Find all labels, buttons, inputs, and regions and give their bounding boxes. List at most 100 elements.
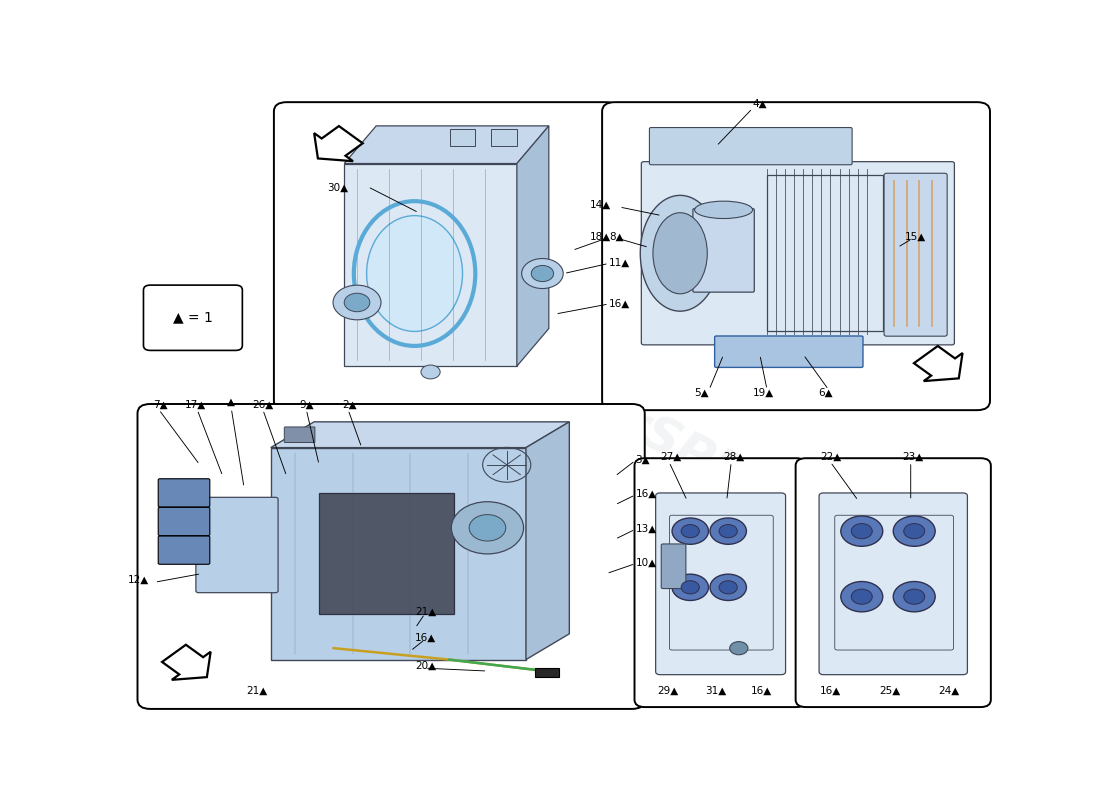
Text: 16▲: 16▲	[415, 632, 437, 642]
Text: ▲: ▲	[227, 397, 235, 407]
Text: 31▲: 31▲	[705, 686, 727, 696]
Text: 21▲: 21▲	[415, 606, 437, 617]
Text: 12▲: 12▲	[128, 575, 148, 585]
FancyBboxPatch shape	[158, 507, 210, 536]
Text: 27▲: 27▲	[660, 452, 681, 462]
Text: 14▲: 14▲	[590, 200, 610, 210]
Text: 22▲: 22▲	[820, 452, 842, 462]
FancyBboxPatch shape	[143, 285, 242, 350]
Text: 3▲: 3▲	[636, 454, 650, 465]
Bar	[450, 129, 475, 146]
Text: 21▲: 21▲	[246, 686, 268, 696]
FancyBboxPatch shape	[138, 404, 645, 709]
Text: 20▲: 20▲	[415, 661, 437, 671]
Circle shape	[469, 514, 506, 541]
Circle shape	[893, 516, 935, 546]
FancyBboxPatch shape	[641, 162, 955, 345]
Text: 26▲: 26▲	[253, 399, 274, 410]
FancyBboxPatch shape	[661, 544, 686, 589]
Text: elferSPECS: elferSPECS	[518, 347, 814, 534]
Circle shape	[904, 589, 925, 604]
Text: 6▲: 6▲	[817, 388, 833, 398]
Text: 15▲: 15▲	[905, 232, 926, 242]
Circle shape	[681, 581, 700, 594]
FancyBboxPatch shape	[820, 493, 967, 674]
Text: 10▲: 10▲	[636, 558, 657, 568]
Text: ▲ = 1: ▲ = 1	[173, 310, 213, 325]
FancyBboxPatch shape	[158, 536, 210, 564]
Polygon shape	[315, 126, 363, 161]
Circle shape	[719, 581, 737, 594]
FancyBboxPatch shape	[649, 127, 852, 165]
Circle shape	[710, 574, 747, 601]
Circle shape	[421, 365, 440, 379]
Polygon shape	[271, 448, 526, 659]
Circle shape	[672, 518, 708, 544]
FancyBboxPatch shape	[196, 498, 278, 593]
Text: 19▲: 19▲	[752, 388, 773, 398]
FancyBboxPatch shape	[274, 102, 619, 410]
Circle shape	[531, 266, 553, 282]
Text: 29▲: 29▲	[657, 686, 678, 696]
Circle shape	[333, 285, 381, 320]
Circle shape	[840, 582, 883, 612]
Circle shape	[521, 258, 563, 289]
Text: 11▲: 11▲	[609, 258, 630, 268]
Ellipse shape	[694, 201, 752, 218]
Text: 28▲: 28▲	[724, 452, 745, 462]
Text: 16▲: 16▲	[820, 686, 842, 696]
Bar	[535, 668, 559, 677]
FancyBboxPatch shape	[715, 336, 864, 367]
Circle shape	[729, 642, 748, 654]
FancyBboxPatch shape	[693, 209, 755, 292]
Ellipse shape	[640, 195, 720, 311]
Circle shape	[681, 525, 700, 538]
Circle shape	[719, 525, 737, 538]
Text: 5▲: 5▲	[694, 388, 710, 398]
Ellipse shape	[653, 213, 707, 294]
Polygon shape	[162, 645, 210, 680]
Text: auto parts since 1963: auto parts since 1963	[734, 254, 889, 345]
Text: 30▲: 30▲	[328, 182, 349, 193]
Bar	[319, 494, 453, 614]
Circle shape	[851, 523, 872, 538]
Text: auto parts since 1963: auto parts since 1963	[558, 436, 740, 545]
Text: 25▲: 25▲	[879, 686, 901, 696]
Text: 7▲: 7▲	[153, 399, 167, 410]
Circle shape	[851, 589, 872, 604]
Text: 16▲: 16▲	[751, 686, 772, 696]
Polygon shape	[914, 346, 962, 381]
Text: 4▲: 4▲	[752, 98, 767, 108]
Polygon shape	[344, 126, 549, 163]
Polygon shape	[344, 163, 517, 366]
Circle shape	[672, 574, 708, 601]
FancyBboxPatch shape	[158, 478, 210, 507]
FancyBboxPatch shape	[795, 458, 991, 707]
FancyBboxPatch shape	[656, 493, 785, 674]
Text: 16▲: 16▲	[609, 298, 630, 308]
Ellipse shape	[366, 216, 462, 331]
Circle shape	[344, 294, 370, 312]
Text: 23▲: 23▲	[902, 452, 923, 462]
Polygon shape	[517, 126, 549, 366]
Circle shape	[710, 518, 747, 544]
Text: 13▲: 13▲	[636, 523, 657, 534]
Text: 16▲: 16▲	[636, 489, 657, 499]
Bar	[767, 175, 883, 331]
FancyBboxPatch shape	[884, 174, 947, 336]
Text: 24▲: 24▲	[938, 686, 960, 696]
Circle shape	[451, 502, 524, 554]
Circle shape	[904, 523, 925, 538]
Text: 17▲: 17▲	[185, 399, 206, 410]
Polygon shape	[271, 422, 570, 448]
Text: 18▲: 18▲	[590, 232, 610, 242]
FancyBboxPatch shape	[284, 427, 315, 442]
Bar	[492, 129, 517, 146]
Text: 9▲: 9▲	[299, 399, 315, 410]
Circle shape	[840, 516, 883, 546]
Polygon shape	[526, 422, 570, 659]
Text: 2▲: 2▲	[342, 399, 356, 410]
Circle shape	[893, 582, 935, 612]
FancyBboxPatch shape	[602, 102, 990, 410]
Text: 8▲: 8▲	[609, 232, 624, 242]
